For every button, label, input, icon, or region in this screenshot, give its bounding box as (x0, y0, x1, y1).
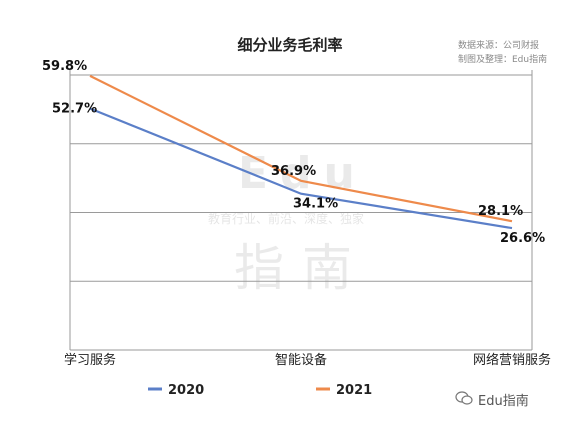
data-label: 59.8% (42, 59, 87, 74)
legend-label: 2021 (336, 383, 372, 398)
wechat-icon (455, 391, 473, 405)
credit-note: 制图及整理：Edu指南 (458, 55, 548, 65)
data-label: 36.9% (271, 164, 316, 179)
x-tick-label: 网络营销服务 (473, 352, 551, 368)
data-label: 52.7% (52, 101, 97, 116)
x-tick-label: 学习服务 (64, 352, 116, 368)
data-label: 28.1% (478, 204, 523, 219)
data-label: 26.6% (500, 231, 545, 246)
watermark-tagline: 教育行业、前沿、深度、独家 (208, 212, 365, 226)
source-note: 数据来源：公司财报 (458, 41, 540, 51)
chart-title: 细分业务毛利率 (237, 36, 343, 54)
data-label: 34.1% (293, 197, 338, 212)
footer-brand: Edu指南 (478, 394, 529, 409)
series-line-2020 (89, 107, 513, 230)
watermark-latin: Edu (238, 148, 367, 199)
watermark-cn: 指南 (234, 239, 370, 297)
legend-label: 2020 (168, 383, 204, 398)
series-line-2021 (89, 74, 513, 223)
x-tick-label: 智能设备 (275, 352, 327, 368)
